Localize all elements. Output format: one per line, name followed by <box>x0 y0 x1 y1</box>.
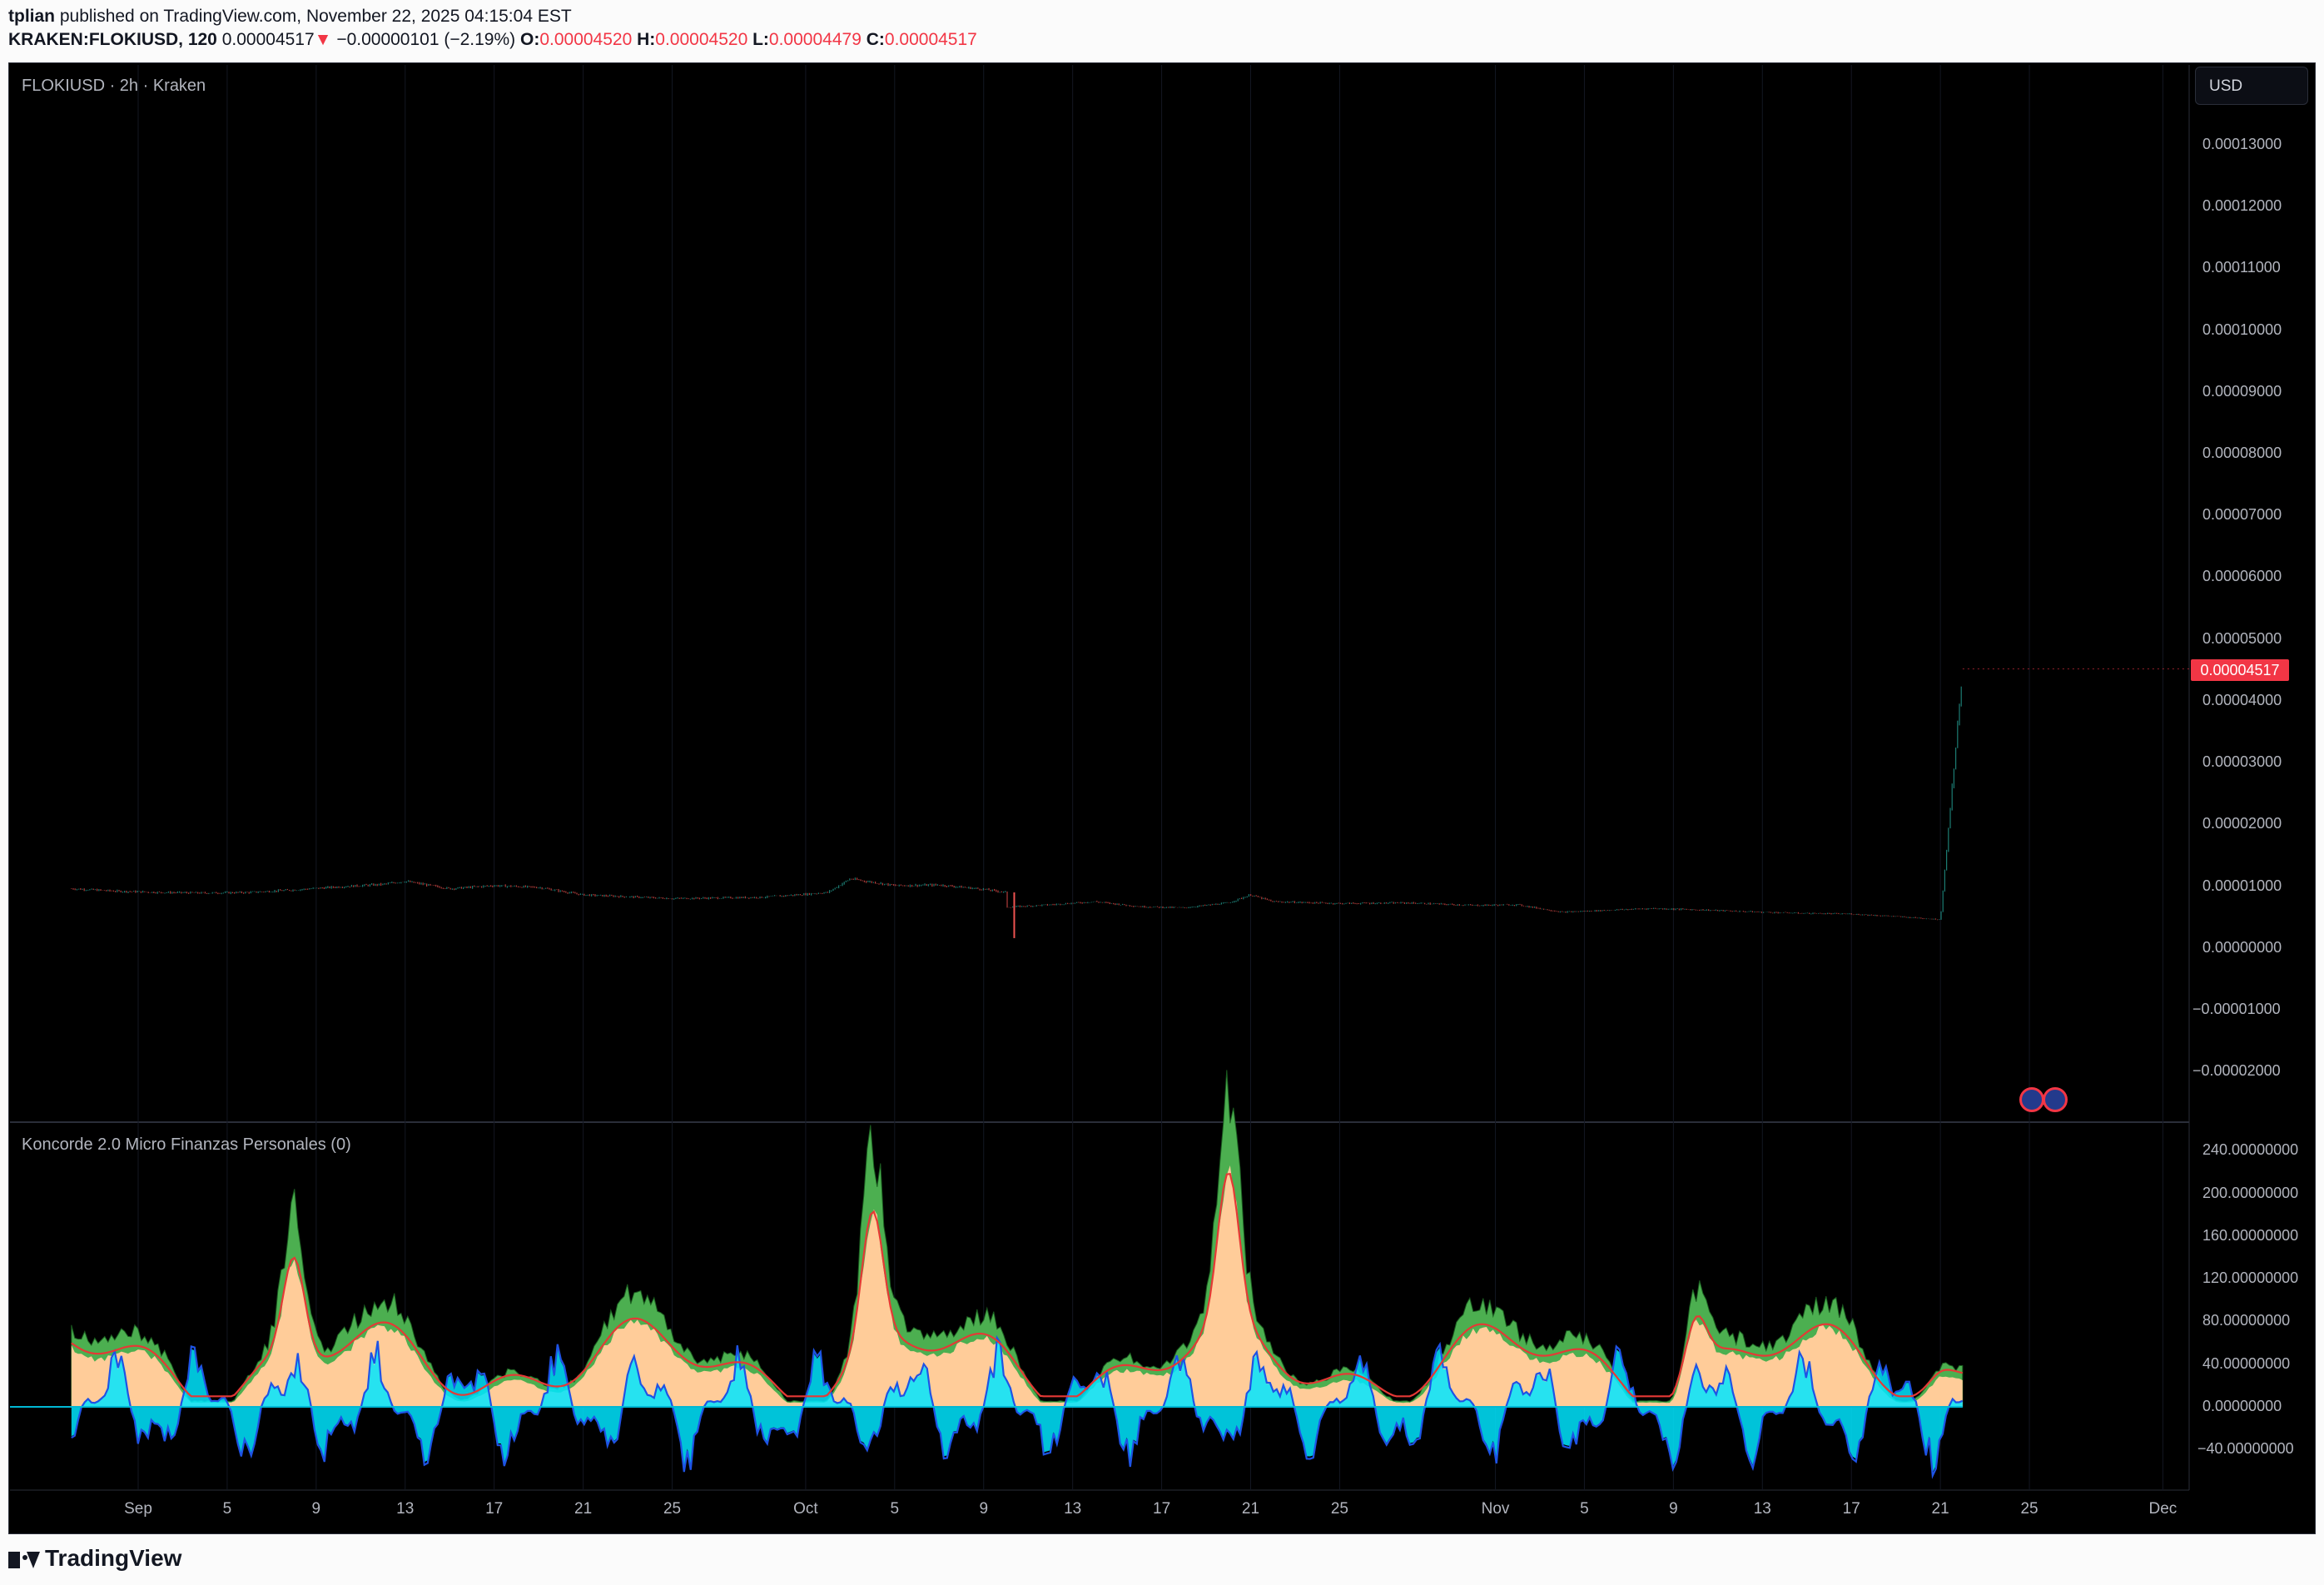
low-value: 0.00004479 <box>768 30 862 49</box>
time-tick-label: 5 <box>1580 1500 1589 1518</box>
currency-button[interactable]: USD <box>2195 67 2308 105</box>
time-tick-label: 17 <box>1153 1500 1171 1518</box>
indicator-tick-label: 0.00000000 <box>2202 1398 2282 1414</box>
time-tick-label: 21 <box>1241 1500 1260 1518</box>
indicator-tick-label: 80.00000000 <box>2202 1312 2291 1329</box>
price-tick-label: 0.00012000 <box>2202 197 2282 215</box>
tradingview-logo-icon <box>8 1551 40 1568</box>
time-tick-label: 9 <box>311 1500 321 1518</box>
price-tick-label: 0.00011000 <box>2202 259 2281 276</box>
price-tick-label: 0.00007000 <box>2202 506 2282 524</box>
us-flag-icon[interactable] <box>2019 1087 2044 1112</box>
publish-info: tplian published on TradingView.com, Nov… <box>8 5 572 28</box>
koncorde-tan-area <box>71 1165 1963 1407</box>
open-value: 0.00004520 <box>539 30 633 49</box>
price-tick-label: 0.00008000 <box>2202 445 2282 462</box>
price-change: −0.00000101 (−2.19%) <box>336 30 516 49</box>
indicator-tick-label: −40.00000000 <box>2197 1440 2294 1458</box>
time-tick-label: 9 <box>1669 1500 1678 1518</box>
brand-text: TradingView <box>45 1545 182 1571</box>
time-tick-label: 25 <box>2020 1500 2038 1518</box>
ohlc-bar: KRAKEN:FLOKIUSD, 120 0.00004517▼ −0.0000… <box>8 28 977 52</box>
price-tick-label: 0.00002000 <box>2202 815 2282 832</box>
last-price: 0.00004517 <box>221 30 315 49</box>
price-tick-label: 0.00013000 <box>2202 135 2282 152</box>
time-tick-label: 25 <box>663 1500 682 1518</box>
indicator-tick-label: 240.00000000 <box>2202 1141 2299 1159</box>
time-tick-label: 17 <box>485 1500 504 1518</box>
footer-brand[interactable]: TradingView <box>8 1545 181 1572</box>
time-tick-label: 17 <box>1842 1500 1860 1518</box>
time-tick-label: 5 <box>222 1500 232 1518</box>
price-tick-label: 0.00004000 <box>2202 691 2282 708</box>
open-label: O: <box>520 30 540 49</box>
koncorde-blue-line <box>71 1334 1964 1479</box>
price-tick-label: 0.00001000 <box>2202 877 2282 894</box>
price-tick-label: 0.00000000 <box>2202 938 2282 956</box>
series-legend[interactable]: FLOKIUSD · 2h · Kraken <box>22 77 206 95</box>
price-tick-label: 0.00010000 <box>2202 320 2282 338</box>
publish-text: published on TradingView.com, November 2… <box>55 7 572 26</box>
down-arrow-icon: ▼ <box>314 30 332 49</box>
time-tick-label: 21 <box>574 1500 593 1518</box>
koncorde-cyan-area <box>71 1341 1963 1473</box>
time-tick-label: 13 <box>1064 1500 1082 1518</box>
price-tick-label: −0.00002000 <box>2192 1062 2281 1080</box>
time-tick-label: Nov <box>1481 1500 1510 1518</box>
time-tick-label: 21 <box>1931 1500 1949 1518</box>
price-tick-label: 0.00009000 <box>2202 382 2282 400</box>
price-tick-label: −0.00001000 <box>2192 1001 2281 1018</box>
indicator-tick-label: 160.00000000 <box>2202 1226 2299 1244</box>
time-tick-label: Dec <box>2148 1500 2178 1518</box>
koncorde-red-line <box>71 1173 1964 1398</box>
time-tick-label: 13 <box>1753 1500 1771 1518</box>
indicator-tick-label: 200.00000000 <box>2202 1184 2299 1201</box>
symbol-label: KRAKEN:FLOKIUSD, 120 <box>8 30 217 49</box>
price-tick-label: 0.00005000 <box>2202 629 2282 647</box>
indicator-tick-label: 120.00000000 <box>2202 1269 2299 1287</box>
low-label: L: <box>752 30 769 49</box>
last-price-badge: 0.00004517 <box>2191 659 2289 681</box>
time-tick-label: 25 <box>1330 1500 1348 1518</box>
high-label: H: <box>637 30 656 49</box>
time-tick-label: 13 <box>396 1500 415 1518</box>
close-label: C: <box>866 30 885 49</box>
high-value: 0.00004520 <box>655 30 748 49</box>
close-value: 0.00004517 <box>884 30 977 49</box>
time-tick-label: 9 <box>979 1500 989 1518</box>
koncorde-green-area <box>71 1070 1964 1408</box>
indicator-tick-label: 40.00000000 <box>2202 1354 2291 1372</box>
time-tick-label: 5 <box>890 1500 900 1518</box>
time-tick-label: Sep <box>124 1500 152 1518</box>
price-tick-label: 0.00006000 <box>2202 568 2282 585</box>
time-tick-label: Oct <box>793 1500 818 1518</box>
us-flag-icon[interactable] <box>2043 1087 2068 1112</box>
indicator-legend[interactable]: Koncorde 2.0 Micro Finanzas Personales (… <box>22 1135 351 1154</box>
price-tick-label: 0.00003000 <box>2202 753 2282 771</box>
author-name[interactable]: tplian <box>8 7 55 26</box>
